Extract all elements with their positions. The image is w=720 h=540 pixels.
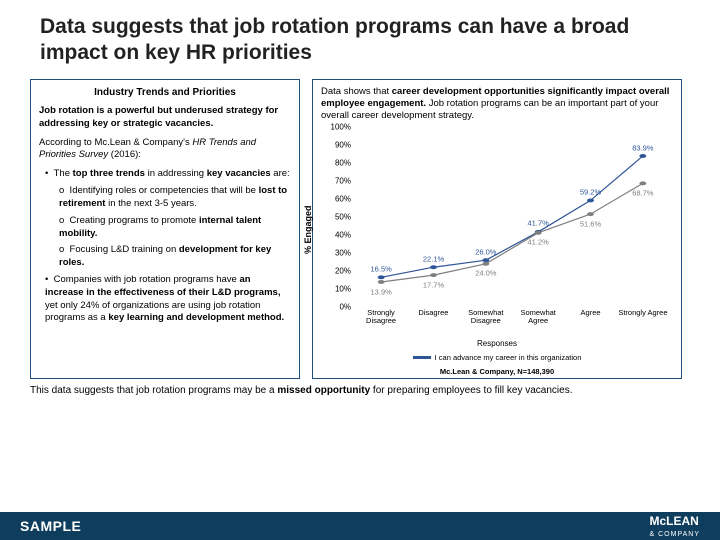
page-title: Data suggests that job rotation programs…	[0, 0, 720, 75]
legend-text: I can advance my career in this organiza…	[435, 353, 582, 362]
x-tick: Strongly Disagree	[355, 309, 407, 326]
left-intro: Job rotation is a powerful but underused…	[39, 105, 291, 131]
point	[430, 273, 437, 277]
y-tick: 60%	[327, 194, 351, 203]
point-label: 17.7%	[423, 280, 444, 289]
y-tick: 10%	[327, 284, 351, 293]
content-row: Industry Trends and Priorities Job rotat…	[0, 75, 720, 379]
x-tick: Disagree	[407, 309, 459, 326]
left-header: Industry Trends and Priorities	[39, 86, 291, 100]
point	[482, 258, 489, 262]
sample-label: SAMPLE	[20, 518, 81, 534]
point	[587, 212, 594, 216]
y-tick: 90%	[327, 140, 351, 149]
point-label: 26.0%	[475, 247, 496, 256]
sub-bullet-1: o Identifying roles or competencies that…	[59, 185, 291, 211]
right-intro: Data shows that career development oppor…	[321, 86, 673, 123]
series-line-lower	[381, 183, 643, 282]
x-tick: Strongly Agree	[617, 309, 669, 326]
point-label: 68.7%	[632, 188, 653, 197]
point-label: 41.7%	[528, 219, 549, 228]
x-axis: Strongly DisagreeDisagreeSomewhat Disagr…	[355, 309, 669, 326]
plot-area: 0%10%20%30%40%50%60%70%80%90%100%16.5%22…	[355, 127, 669, 307]
point-label: 13.9%	[371, 287, 392, 296]
engagement-chart: % Engaged 0%10%20%30%40%50%60%70%80%90%1…	[321, 127, 673, 372]
point	[639, 154, 646, 158]
y-tick: 70%	[327, 176, 351, 185]
point	[378, 275, 385, 279]
point-label: 24.0%	[475, 269, 496, 278]
y-tick: 50%	[327, 212, 351, 221]
series-line-upper	[381, 156, 643, 277]
footer-bar: SAMPLE McLEAN & COMPANY	[0, 512, 720, 540]
point-label: 16.5%	[371, 264, 392, 273]
point	[587, 198, 594, 202]
x-axis-title: Responses	[321, 339, 673, 348]
chart-svg	[355, 127, 669, 307]
point	[482, 261, 489, 265]
y-tick: 20%	[327, 266, 351, 275]
y-tick: 0%	[327, 302, 351, 311]
brand-logo: McLEAN & COMPANY	[650, 514, 701, 539]
bottom-summary: This data suggests that job rotation pro…	[0, 379, 720, 396]
point	[535, 230, 542, 234]
y-tick: 100%	[327, 122, 351, 131]
chart-source: Mc.Lean & Company, N=148,390	[321, 367, 673, 376]
bullet-companies: • Companies with job rotation programs h…	[45, 274, 291, 325]
sub-bullet-3: o Focusing L&D training on development f…	[59, 244, 291, 270]
bullet-top-trends: • The top three trends in addressing key…	[45, 168, 291, 181]
x-tick: Agree	[565, 309, 617, 326]
point	[430, 265, 437, 269]
point-label: 51.6%	[580, 219, 601, 228]
sub-bullet-2: o Creating programs to promote internal …	[59, 215, 291, 241]
chart-legend: I can advance my career in this organiza…	[321, 353, 673, 362]
y-tick: 30%	[327, 248, 351, 257]
y-tick: 40%	[327, 230, 351, 239]
point-label: 83.9%	[632, 143, 653, 152]
y-axis-label: % Engaged	[303, 206, 313, 255]
point	[639, 181, 646, 185]
point	[378, 280, 385, 284]
y-tick: 80%	[327, 158, 351, 167]
x-tick: Somewhat Agree	[512, 309, 564, 326]
point-label: 59.2%	[580, 187, 601, 196]
x-tick: Somewhat Disagree	[460, 309, 512, 326]
point-label: 22.1%	[423, 254, 444, 263]
point-label: 41.2%	[528, 238, 549, 247]
left-source-line: According to Mc.Lean & Company's HR Tren…	[39, 137, 291, 163]
right-panel: Data shows that career development oppor…	[312, 79, 682, 379]
left-panel: Industry Trends and Priorities Job rotat…	[30, 79, 300, 379]
legend-swatch	[413, 356, 431, 359]
